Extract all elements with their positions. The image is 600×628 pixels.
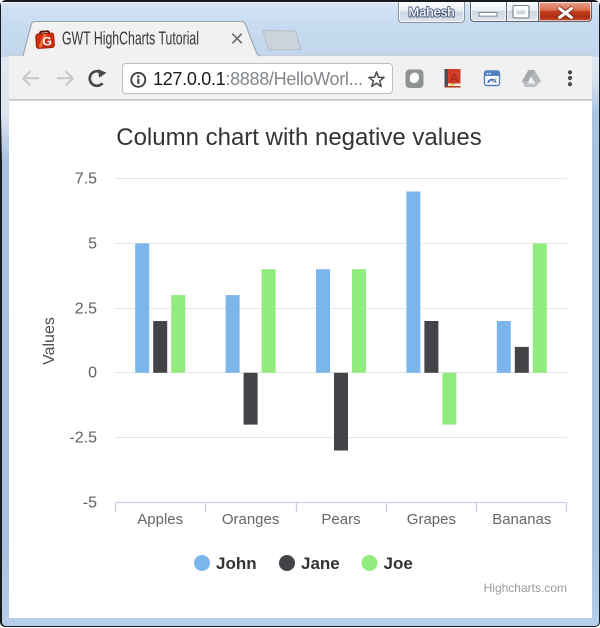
svg-text:7.5: 7.5 <box>75 171 97 188</box>
svg-text:2.5: 2.5 <box>75 301 97 318</box>
svg-text:-5: -5 <box>83 495 97 512</box>
svg-text:Column chart with negative val: Column chart with negative values <box>116 124 482 151</box>
svg-text:Pears: Pears <box>321 511 360 528</box>
svg-text:Mahesh: Mahesh <box>408 5 454 20</box>
svg-text:Joe: Joe <box>384 554 413 573</box>
svg-text:Grapes: Grapes <box>407 511 456 528</box>
svg-text:John: John <box>216 554 257 573</box>
svg-text:GWT HighCharts Tutorial: GWT HighCharts Tutorial <box>62 29 199 49</box>
svg-text:0: 0 <box>88 365 97 382</box>
svg-text:Bananas: Bananas <box>492 511 551 528</box>
svg-text:5: 5 <box>88 236 97 253</box>
svg-text:Apples: Apples <box>137 511 183 528</box>
svg-text:A: A <box>450 71 459 85</box>
svg-text:Jane: Jane <box>301 554 340 573</box>
svg-text:Highcharts.com: Highcharts.com <box>484 581 567 595</box>
svg-text:Values: Values <box>41 317 58 365</box>
svg-text:Mahesh: Mahesh <box>408 5 454 20</box>
svg-text:-2.5: -2.5 <box>69 430 97 447</box>
svg-text:G: G <box>42 34 52 49</box>
svg-text:Oranges: Oranges <box>222 511 280 528</box>
